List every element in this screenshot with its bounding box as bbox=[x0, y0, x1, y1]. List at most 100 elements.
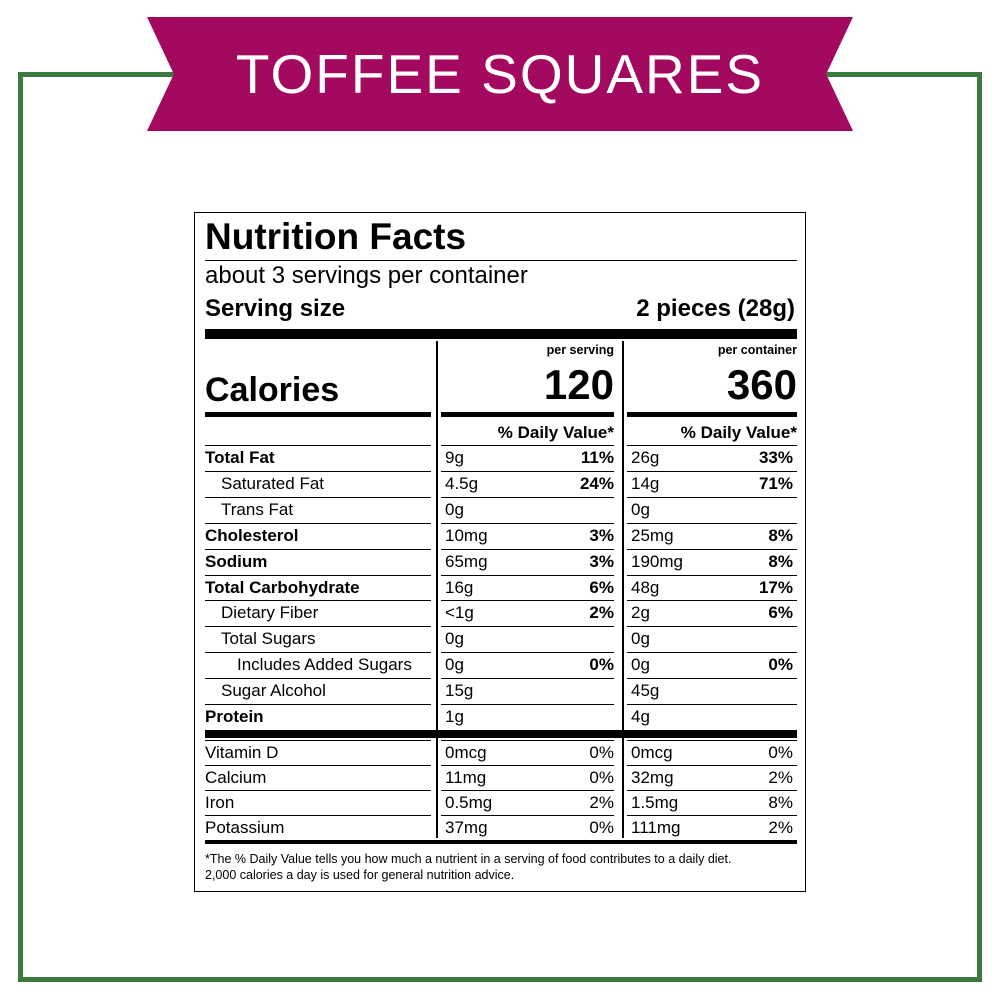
container-amount: 1.5mg bbox=[631, 793, 679, 812]
nutrient-name: Dietary Fiber bbox=[221, 603, 319, 623]
row-divider-serving bbox=[441, 790, 614, 791]
serving-amount: 0g bbox=[445, 499, 464, 519]
column-separator-1 bbox=[436, 341, 438, 838]
servings-per-container: about 3 servings per container bbox=[205, 262, 528, 289]
row-divider-serving bbox=[441, 704, 614, 705]
serving-daily-value: 0% bbox=[589, 655, 614, 675]
serving-daily-value: 2% bbox=[589, 793, 614, 812]
row-divider-serving bbox=[441, 626, 614, 628]
serving-amount: 37mg bbox=[445, 818, 488, 837]
nutrient-name: Total Fat bbox=[205, 448, 275, 467]
serving-amount: 0mcg bbox=[445, 743, 487, 762]
row-divider-serving bbox=[441, 496, 614, 498]
row-divider-serving bbox=[441, 815, 614, 816]
container-daily-value: 8% bbox=[768, 551, 793, 571]
row-divider-container bbox=[627, 815, 797, 816]
nutrient-name: Saturated Fat bbox=[221, 473, 325, 493]
row-divider-serving bbox=[441, 574, 614, 576]
row-divider-name bbox=[205, 740, 431, 741]
row-divider-serving bbox=[441, 522, 614, 524]
row-divider-serving bbox=[441, 445, 614, 446]
calories-rule-left bbox=[205, 412, 431, 417]
nutrient-name: Includes Added Sugars bbox=[237, 655, 412, 675]
container-daily-value: 8% bbox=[768, 525, 793, 545]
row-divider-name bbox=[205, 496, 431, 498]
nutrient-name: Cholesterol bbox=[205, 525, 299, 545]
daily-value-header-container: % Daily Value* bbox=[680, 423, 797, 442]
column-separator-2 bbox=[622, 341, 624, 838]
row-divider-container bbox=[627, 496, 797, 498]
serving-amount: <1g bbox=[445, 603, 474, 623]
row-divider-container bbox=[627, 522, 797, 524]
serving-amount: 11mg bbox=[445, 768, 487, 787]
container-daily-value: 17% bbox=[758, 577, 793, 597]
row-divider-serving bbox=[441, 678, 614, 680]
serving-size-label: Serving size bbox=[205, 295, 346, 322]
container-daily-value: 2% bbox=[768, 768, 793, 787]
row-divider-name bbox=[205, 548, 431, 550]
daily-value-header-serving: % Daily Value* bbox=[497, 423, 614, 442]
row-divider-name bbox=[205, 765, 431, 766]
per-serving-header: per serving bbox=[546, 343, 614, 357]
calories-label: Calories bbox=[205, 371, 340, 409]
row-divider-container bbox=[627, 548, 797, 550]
row-divider-name bbox=[205, 600, 431, 602]
serving-amount: 1g bbox=[445, 707, 464, 726]
container-daily-value: 71% bbox=[758, 473, 793, 493]
row-divider-container bbox=[627, 704, 797, 705]
container-amount: 2g bbox=[631, 603, 650, 623]
row-divider-container bbox=[627, 678, 797, 680]
container-amount: 25mg bbox=[631, 525, 674, 545]
serving-amount: 16g bbox=[445, 577, 474, 597]
container-amount: 0g bbox=[631, 629, 650, 649]
row-divider-name bbox=[205, 704, 431, 705]
row-divider-serving bbox=[441, 600, 614, 602]
per-container-header: per container bbox=[717, 343, 797, 357]
serving-amount: 0g bbox=[445, 655, 464, 675]
nutrient-name: Total Carbohydrate bbox=[205, 577, 360, 597]
serving-amount: 15g bbox=[445, 681, 474, 701]
serving-daily-value: 11% bbox=[580, 448, 614, 467]
row-divider-name bbox=[205, 790, 431, 791]
row-divider-serving bbox=[441, 470, 614, 472]
serving-amount: 0.5mg bbox=[445, 793, 493, 812]
calories-per-container: 360 bbox=[726, 361, 797, 408]
row-divider-serving bbox=[441, 740, 614, 741]
row-divider-container bbox=[627, 765, 797, 766]
container-amount: 0g bbox=[631, 655, 650, 675]
serving-daily-value: 6% bbox=[589, 577, 614, 597]
serving-daily-value: 0% bbox=[589, 768, 614, 787]
thick-rule-footnote bbox=[205, 840, 797, 844]
container-daily-value: 2% bbox=[768, 818, 793, 837]
row-divider-serving bbox=[441, 765, 614, 766]
container-amount: 111mg bbox=[631, 818, 681, 837]
nutrient-name: Total Sugars bbox=[221, 629, 316, 649]
title-rule bbox=[205, 260, 797, 261]
row-divider-name bbox=[205, 678, 431, 680]
row-divider-name bbox=[205, 652, 431, 654]
row-divider-name bbox=[205, 574, 431, 576]
nutrient-name: Calcium bbox=[205, 768, 267, 787]
row-divider-name bbox=[205, 522, 431, 524]
container-amount: 48g bbox=[631, 577, 660, 597]
container-amount: 45g bbox=[631, 681, 660, 701]
serving-daily-value: 3% bbox=[589, 525, 614, 545]
container-daily-value: 33% bbox=[758, 448, 793, 467]
footnote: *The % Daily Value tells you how much a … bbox=[205, 851, 797, 883]
row-divider-container bbox=[627, 790, 797, 791]
row-divider-container bbox=[627, 740, 797, 741]
row-divider-container bbox=[627, 652, 797, 654]
container-amount: 190mg bbox=[631, 551, 683, 571]
title-banner: TOFFEE SQUARES bbox=[147, 17, 853, 131]
thick-rule-top bbox=[205, 329, 797, 339]
container-amount: 14g bbox=[631, 473, 660, 493]
container-amount: 0g bbox=[631, 499, 650, 519]
row-divider-serving bbox=[441, 548, 614, 550]
row-divider-name bbox=[205, 626, 431, 628]
container-daily-value: 0% bbox=[768, 655, 793, 675]
serving-amount: 10mg bbox=[445, 525, 488, 545]
nutrient-name: Potassium bbox=[205, 818, 285, 837]
thick-rule-vitamins bbox=[205, 730, 797, 738]
nutrient-name: Trans Fat bbox=[221, 499, 294, 519]
calories-rule-serving bbox=[441, 412, 614, 417]
